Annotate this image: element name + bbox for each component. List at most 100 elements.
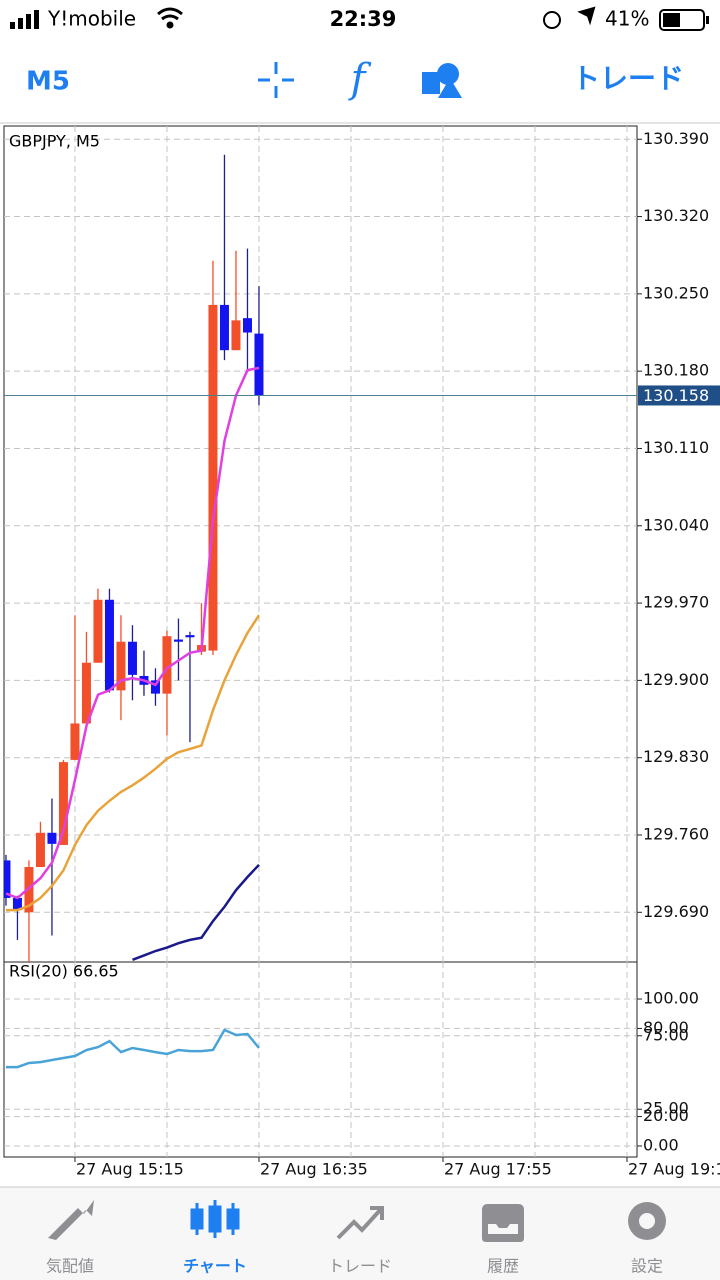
signal-icon [34,10,39,29]
signal-icon [18,18,23,29]
candle-body [47,832,57,844]
tab-label[interactable]: 気配値 [46,1257,94,1276]
candle-body [162,636,172,694]
quotes-icon[interactable] [48,1200,94,1240]
candle-body [173,639,183,642]
objects-button[interactable] [437,63,459,85]
objects-button[interactable] [422,63,462,98]
battery-icon [659,9,709,31]
history-icon[interactable] [482,1204,524,1242]
tab-label[interactable]: トレード [328,1257,392,1276]
tab-label[interactable]: 設定 [631,1257,663,1276]
y-tick-label: 130.250 [643,283,709,302]
y-tick-label: 25.00 [643,1099,689,1118]
objects-button[interactable] [422,72,440,94]
y-tick-label: 130.180 [643,361,709,380]
candle-body [254,333,264,396]
chart-icon[interactable] [190,1200,240,1238]
trade-button[interactable]: トレード [572,62,684,95]
trade-icon[interactable] [370,1206,384,1220]
candle-body [116,641,126,691]
y-tick-label: 129.970 [643,593,709,612]
x-tick-label: 27 Aug 19:15 [628,1160,720,1179]
indicator-line [6,1028,260,1069]
candle-body [58,762,68,845]
y-tick-label: 130.390 [643,129,709,148]
timeframe-button[interactable]: M5 [26,67,70,97]
candle-body [35,832,45,868]
rsi-title: RSI(20) 66.65 [9,962,119,981]
candle-body [208,304,218,651]
clock: 22:39 [330,7,397,31]
candle-body [219,304,229,351]
carrier: Y!mobile [47,7,136,31]
price-panel [4,126,637,962]
y-tick-label: 130.110 [643,438,709,457]
candle-body [104,599,114,691]
candle-body [231,320,241,351]
y-tick-label: 80.00 [643,1018,689,1037]
candle-body [150,680,160,694]
wifi-icon [157,7,183,29]
wifi-icon [161,14,179,21]
x-tick-label: 27 Aug 15:15 [76,1160,184,1179]
y-tick-label: 130.320 [643,206,709,225]
quotes-icon[interactable] [48,1200,94,1240]
status-icons [577,6,596,26]
candle-body [70,723,80,760]
signal-icon [10,22,15,29]
battery-icon [663,13,680,27]
wifi-icon [157,7,183,16]
tab-label[interactable]: 履歴 [487,1257,519,1276]
y-tick-label: 129.900 [643,670,709,689]
candle-body [93,599,103,663]
indicator-line [6,614,261,912]
status-icons [543,11,561,29]
candle-body [12,897,22,911]
candle-body [4,860,11,898]
current-price-box [638,385,720,406]
tab-label[interactable]: チャート [183,1257,247,1276]
x-tick-label: 27 Aug 16:35 [260,1160,368,1179]
trade-icon[interactable] [336,1206,384,1240]
chart-title: GBPJPY, M5 [9,132,100,151]
battery-icon [706,16,709,24]
objects-button[interactable] [438,78,462,98]
indicator-button[interactable]: f [348,56,372,102]
battery-icon [659,9,705,31]
tab-labels: 気配値 チャート トレード 履歴 設定 [46,1257,663,1276]
tab-bar [0,1187,720,1280]
signal-icon [10,10,39,29]
chart-icon[interactable] [190,1208,204,1230]
chart-icon[interactable] [226,1208,240,1230]
candle-body [81,662,91,724]
indicator-line [5,366,260,900]
crosshair-button[interactable] [258,62,294,98]
candle-body [185,635,195,638]
y-tick-label: 129.760 [643,824,709,843]
trade-icon[interactable] [336,1206,384,1240]
axes: 130.390 130.320 130.250 130.180 130.110 130.0… [74,129,720,1179]
x-tick-label: 27 Aug 17:55 [444,1160,552,1179]
candle-body [242,318,252,333]
y-tick-label: 75.00 [643,1025,689,1044]
candle-body [127,641,137,675]
indicator-line [132,863,260,961]
status-icons [543,6,596,29]
y-tick-label: 20.00 [643,1106,689,1125]
y-tick-label: 129.830 [643,747,709,766]
y-tick-label: 129.690 [643,902,709,921]
history-icon[interactable] [482,1204,524,1242]
signal-icon [26,14,31,29]
wifi-icon [166,21,174,29]
y-tick-label: 130.040 [643,515,709,534]
chart-frame [3,125,638,1158]
settings-icon[interactable] [628,1202,666,1240]
settings-icon[interactable] [639,1213,655,1229]
current-price-label: 130.158 [643,386,709,405]
chart-icon[interactable] [208,1205,222,1233]
battery-percent: 41% [605,7,649,31]
y-tick-label: 0.00 [643,1135,679,1154]
